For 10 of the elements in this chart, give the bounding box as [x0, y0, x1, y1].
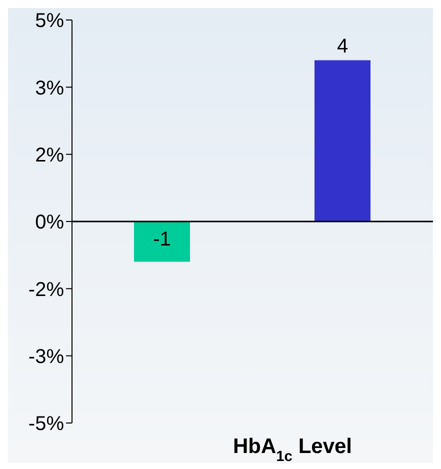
data-label: 4	[336, 35, 348, 58]
y-tick-label: -3%	[28, 346, 64, 368]
y-tick-label: 5%	[35, 10, 64, 32]
y-tick-label: 0%	[35, 212, 64, 234]
x-axis-title: HbA$_{1c}$ Level	[232, 435, 352, 465]
y-tick-label: -5%	[28, 413, 64, 436]
data-label: -1	[153, 228, 171, 250]
y-tick-label: 3%	[35, 77, 64, 100]
y-tick-label: -2%	[28, 278, 64, 301]
y-tick-label: 2%	[35, 144, 64, 166]
